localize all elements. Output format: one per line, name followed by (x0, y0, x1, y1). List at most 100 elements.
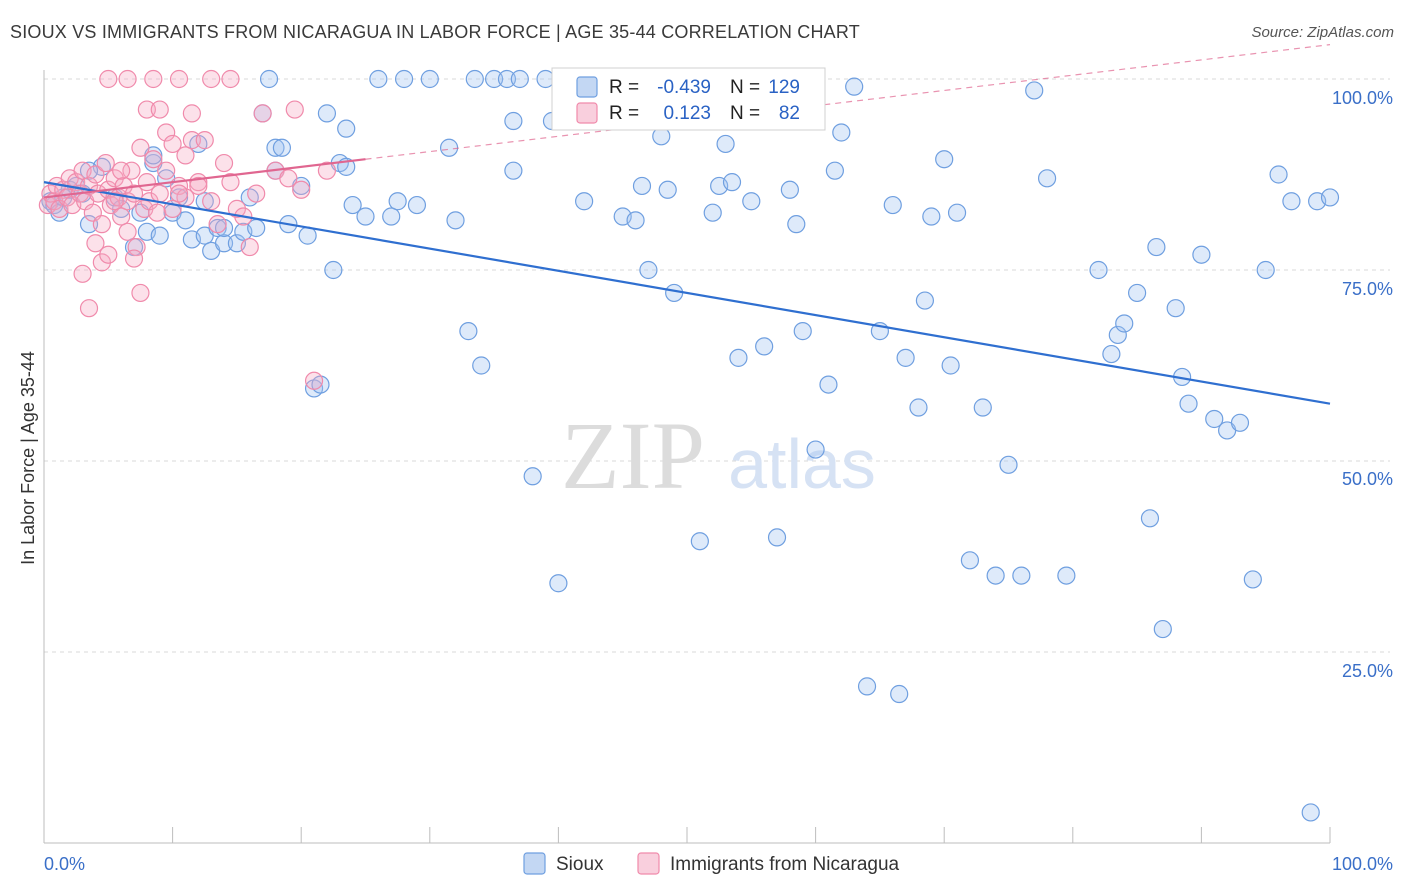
sioux-point-88 (890, 684, 909, 704)
sioux-point-122 (1282, 192, 1301, 211)
sioux-point-115 (1192, 245, 1211, 264)
nicaragua-point-55 (157, 123, 176, 142)
sioux-point-106 (1108, 325, 1127, 345)
nicaragua-point-36 (157, 161, 176, 180)
sioux-point-42 (337, 119, 356, 138)
sioux-point-135 (439, 138, 459, 157)
nicaragua-point-17 (92, 215, 111, 234)
nicaragua-trend-line (43, 158, 366, 199)
nicaragua-point-29 (131, 138, 150, 157)
nicaragua-point-68 (240, 237, 259, 257)
nicaragua-point-18 (96, 153, 115, 173)
sioux-point-95 (947, 203, 967, 222)
nicaragua-point-61 (195, 131, 214, 150)
stats-legend: R = -0.439 N = 129 R = 0.123 N = 82 (551, 67, 826, 131)
sioux-point-101 (1025, 81, 1044, 100)
sioux-point-54 (485, 69, 504, 89)
sioux-point-47 (394, 69, 414, 89)
y-tick-label-25: 25.0% (1342, 661, 1393, 681)
legend-swatch-sioux (576, 76, 598, 98)
nicaragua-point-47 (105, 192, 124, 211)
legend-n-value-sioux: 129 (768, 77, 800, 98)
legend-n-value-nicaragua: 82 (779, 103, 800, 124)
sioux-point-114 (1179, 394, 1198, 413)
sioux-point-44 (356, 207, 375, 226)
sioux-point-103 (1057, 566, 1076, 585)
sioux-point-134 (575, 192, 594, 211)
y-tick-label-50: 50.0% (1342, 469, 1393, 489)
sioux-point-90 (909, 398, 928, 417)
nicaragua-point-45 (92, 253, 111, 272)
legend-r-label-nicaragua: R = (609, 103, 639, 124)
bottom-legend-label-nicaragua: Immigrants from Nicaragua (670, 854, 900, 875)
sioux-point-112 (1166, 299, 1185, 318)
sioux-point-97 (973, 398, 992, 417)
sioux-point-87 (883, 195, 902, 215)
nicaragua-point-57 (169, 184, 189, 203)
sioux-point-79 (780, 180, 799, 199)
nicaragua-point-74 (292, 180, 311, 199)
nicaragua-point-69 (247, 184, 266, 203)
sioux-point-96 (960, 551, 980, 570)
nicaragua-point-53 (144, 69, 163, 89)
nicaragua-point-80 (202, 69, 221, 89)
sioux-point-116 (1205, 409, 1224, 429)
sioux-point-76 (742, 192, 761, 211)
nicaragua-point-62 (202, 192, 221, 211)
sioux-point-75 (729, 348, 748, 367)
sioux-point-48 (407, 195, 427, 215)
bottom-legend-label-sioux: Sioux (556, 854, 604, 875)
nicaragua-point-58 (176, 146, 195, 165)
sioux-point-19 (176, 211, 195, 230)
sioux-point-99 (999, 455, 1018, 474)
sioux-point-33 (272, 138, 292, 157)
sioux-point-93 (935, 150, 954, 169)
sioux-point-102 (1037, 169, 1057, 188)
sioux-point-40 (324, 260, 343, 280)
nicaragua-point-76 (317, 161, 337, 180)
sioux-point-57 (510, 69, 529, 89)
sioux-point-51 (459, 322, 478, 341)
sioux-point-73 (716, 134, 735, 154)
nicaragua-point-63 (208, 215, 227, 234)
nicaragua-point-46 (99, 245, 118, 264)
sioux-point-84 (845, 77, 864, 96)
sioux-point-123 (1301, 803, 1320, 822)
sioux-point-55 (497, 69, 517, 89)
sioux-point-94 (941, 356, 960, 375)
nicaragua-point-44 (86, 234, 105, 253)
x-tick-label-100: 100.0% (1332, 854, 1393, 874)
nicaragua-point-64 (214, 153, 234, 173)
sioux-point-39 (317, 104, 337, 123)
legend-r-label-sioux: R = (609, 77, 639, 98)
sioux-trend-line (43, 181, 1331, 405)
sioux-point-107 (1115, 314, 1134, 333)
sioux-point-58 (523, 467, 542, 486)
sioux-point-64 (626, 211, 645, 230)
sioux-point-59 (536, 69, 555, 89)
nicaragua-point-49 (118, 222, 137, 241)
sioux-point-10 (112, 199, 131, 218)
sioux-point-15 (150, 226, 169, 245)
nicaragua-point-42 (73, 264, 92, 283)
x-tick-marks (43, 827, 1331, 843)
sioux-point-32 (266, 138, 285, 157)
sioux-point-43 (343, 195, 362, 215)
sioux-point-70 (690, 532, 709, 551)
sioux-point-105 (1102, 344, 1121, 364)
nicaragua-point-60 (189, 176, 208, 196)
sioux-point-71 (703, 203, 722, 222)
x-tick-label-0: 0.0% (44, 854, 85, 874)
sioux-point-85 (857, 677, 877, 696)
sioux-point-125 (1320, 188, 1340, 207)
nicaragua-point-78 (118, 69, 137, 89)
sioux-point-74 (722, 173, 742, 192)
nicaragua-point-81 (221, 69, 240, 89)
trend-lines (43, 44, 1331, 405)
legend-n-label-sioux: N = (730, 77, 760, 98)
sioux-point-82 (819, 375, 838, 394)
y-axis-label: In Labor Force | Age 35-44 (18, 351, 38, 565)
sioux-point-89 (896, 348, 915, 367)
sioux-point-78 (767, 528, 787, 547)
sioux-point-24 (208, 218, 227, 238)
